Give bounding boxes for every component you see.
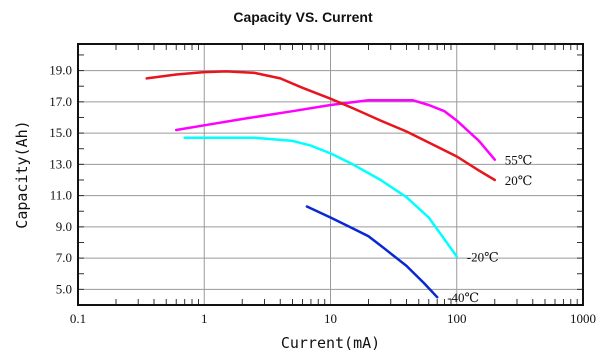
x-tick-label: 10 bbox=[324, 311, 337, 326]
series-lines bbox=[145, 70, 497, 299]
series-label: 55℃ bbox=[505, 153, 533, 168]
plot-frame bbox=[77, 43, 584, 306]
x-tick-label: 1000 bbox=[570, 311, 596, 326]
series-label: 20℃ bbox=[505, 173, 533, 188]
y-axis-label: Capacity(Ah) bbox=[13, 120, 31, 228]
series-line bbox=[145, 70, 497, 182]
x-tick-label: 100 bbox=[447, 311, 467, 326]
y-tick-label: 17.0 bbox=[49, 94, 72, 109]
series-labels: 55℃ 20℃ -20℃ -40℃ bbox=[447, 153, 532, 306]
y-tick-label: 15.0 bbox=[49, 125, 72, 140]
series-line bbox=[174, 99, 497, 161]
y-tick-label: 11.0 bbox=[50, 188, 72, 203]
y-tick-label: 7.0 bbox=[56, 250, 72, 265]
series-line bbox=[183, 136, 459, 258]
y-tick-labels: 5.0 7.0 9.0 11.0 13.0 15.0 17.0 19.0 bbox=[49, 63, 72, 297]
chart-title: Capacity VS. Current bbox=[233, 9, 373, 25]
series-label: -40℃ bbox=[447, 290, 479, 305]
grid bbox=[78, 44, 583, 305]
series-label: -20℃ bbox=[467, 250, 499, 265]
y-tick-label: 13.0 bbox=[49, 156, 72, 171]
y-tick-label: 19.0 bbox=[49, 63, 72, 78]
x-axis-label: Current(mA) bbox=[281, 334, 380, 352]
y-tick-label: 5.0 bbox=[56, 281, 72, 296]
y-tick-label: 9.0 bbox=[56, 219, 72, 234]
series-line bbox=[305, 205, 439, 299]
x-tick-label: 0.1 bbox=[70, 311, 86, 326]
x-tick-label: 1 bbox=[201, 311, 208, 326]
x-tick-labels: 0.1 1 10 100 1000 bbox=[70, 311, 596, 326]
